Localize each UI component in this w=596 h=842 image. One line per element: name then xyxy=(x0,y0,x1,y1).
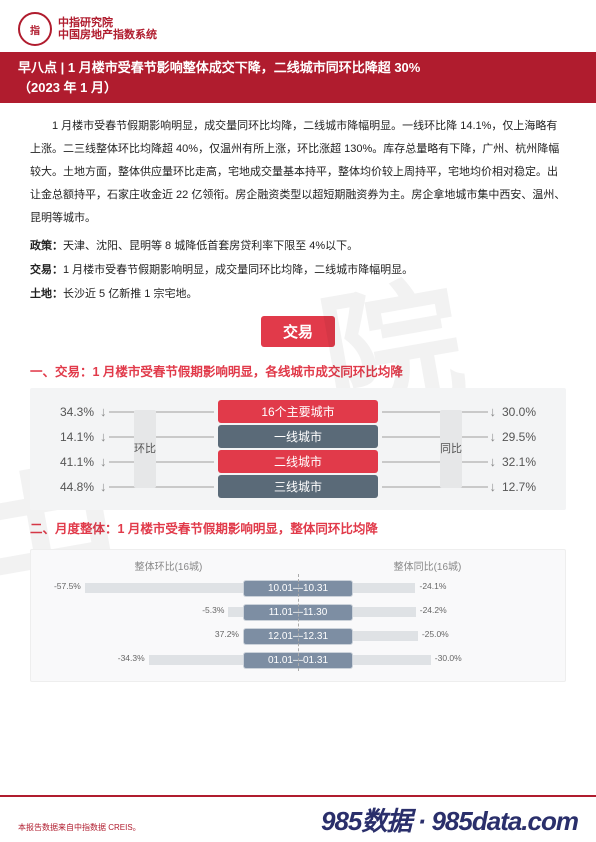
bullet-policy-text: 天津、沈阳、昆明等 8 城降低首套房贷利率下限至 4%以下。 xyxy=(63,240,358,252)
ig2-right-cell: -25.0% xyxy=(353,629,557,643)
ig1-row: 14.1%↓一线城市↓29.5% xyxy=(38,425,558,448)
bullet-trade-text: 1 月楼市受春节假期影响明显，成交量同环比均降，二线城市降幅明显。 xyxy=(63,264,413,276)
bullet-land-label: 土地： xyxy=(30,288,63,300)
ig1-row: 41.1%↓二线城市↓32.1% xyxy=(38,450,558,473)
ig2-left-header: 整体环比(16城) xyxy=(39,558,298,573)
bullet-policy: 政策：天津、沈阳、昆明等 8 城降低首套房贷利率下限至 4%以下。 xyxy=(0,234,596,258)
ig1-left-axis-label: 环比 xyxy=(134,410,156,488)
infographic-city-tiers: 34.3%↓16个主要城市↓30.0%14.1%↓一线城市↓29.5%41.1%… xyxy=(30,388,566,510)
bullet-trade: 交易：1 月楼市受春节假期影响明显，成交量同环比均降，二线城市降幅明显。 xyxy=(0,258,596,282)
ig2-left-label: -57.5% xyxy=(54,581,81,591)
ig1-left-pct: 14.1% xyxy=(38,430,98,444)
city-tier-pill: 16个主要城市 xyxy=(218,400,378,423)
connector-line xyxy=(382,486,488,488)
infographic-monthly: 整体环比(16城) 整体同比(16城) -57.5%10.01—10.31-24… xyxy=(30,549,566,682)
footer-watermark-brand: 985数据 · 985data.com xyxy=(321,801,578,838)
ig2-left-label: -34.3% xyxy=(118,653,145,663)
down-arrow-icon: ↓ xyxy=(98,454,109,469)
city-tier-pill: 三线城市 xyxy=(218,475,378,498)
ig1-right-pct: 32.1% xyxy=(498,455,558,469)
ig2-right-label: -24.2% xyxy=(420,605,447,615)
ig2-left-cell: 37.2% xyxy=(39,629,243,643)
bullet-land-text: 长沙近 5 亿新推 1 宗宅地。 xyxy=(63,288,197,300)
chart-center-divider xyxy=(298,574,299,671)
ig2-right-label: -24.1% xyxy=(419,581,446,591)
down-arrow-icon: ↓ xyxy=(488,404,499,419)
connector-line xyxy=(109,486,215,488)
ig1-right-pct: 29.5% xyxy=(498,430,558,444)
ig2-left-bar xyxy=(149,655,243,665)
footer-source: 本报告数据来自中指数据 CREIS。 xyxy=(18,822,141,833)
bullet-trade-label: 交易： xyxy=(30,264,63,276)
title-bar: 早八点 | 1 月楼市受春节影响整体成交下降，二线城市同环比降超 30% （20… xyxy=(0,52,596,103)
section2-heading: 二、月度整体：1 月楼市受春节假期影响明显，整体同环比均降 xyxy=(0,510,596,545)
connector-line xyxy=(109,411,215,413)
section1-heading: 一、交易：1 月楼市受春节假期影响明显，各线城市成交同环比均降 xyxy=(0,353,596,388)
ig2-right-header: 整体同比(16城) xyxy=(298,558,557,573)
ig2-right-label: -30.0% xyxy=(435,653,462,663)
city-tier-pill: 一线城市 xyxy=(218,425,378,448)
ig1-right-pct: 30.0% xyxy=(498,405,558,419)
ig2-right-cell: -24.1% xyxy=(353,581,557,595)
ig1-left-pct: 41.1% xyxy=(38,455,98,469)
ig2-left-label: 37.2% xyxy=(215,629,239,639)
title-line2: （2023 年 1 月） xyxy=(18,78,578,98)
connector-line xyxy=(382,436,488,438)
ig2-right-bar xyxy=(353,631,418,641)
down-arrow-icon: ↓ xyxy=(488,479,499,494)
down-arrow-icon: ↓ xyxy=(98,429,109,444)
city-tier-pill: 二线城市 xyxy=(218,450,378,473)
down-arrow-icon: ↓ xyxy=(488,429,499,444)
ig1-left-pct: 34.3% xyxy=(38,405,98,419)
ig1-right-pct: 12.7% xyxy=(498,480,558,494)
ig2-right-cell: -24.2% xyxy=(353,605,557,619)
ig2-left-bar xyxy=(85,583,243,593)
down-arrow-icon: ↓ xyxy=(488,454,499,469)
connector-line xyxy=(382,411,488,413)
ig2-right-cell: -30.0% xyxy=(353,653,557,667)
title-line1: 早八点 | 1 月楼市受春节影响整体成交下降，二线城市同环比降超 30% xyxy=(18,58,578,78)
bullet-policy-label: 政策： xyxy=(30,240,63,252)
ig1-right-axis-label: 同比 xyxy=(440,410,462,488)
ig2-left-label: -5.3% xyxy=(202,605,224,615)
ig2-right-bar xyxy=(353,607,416,617)
down-arrow-icon: ↓ xyxy=(98,404,109,419)
section-badge: 交易 xyxy=(261,316,335,347)
header-logo: 指 中指研究院 中国房地产指数系统 xyxy=(0,0,596,52)
logo-line2: 中国房地产指数系统 xyxy=(58,29,157,41)
bullet-land: 土地：长沙近 5 亿新推 1 宗宅地。 xyxy=(0,282,596,306)
logo-line1: 中指研究院 xyxy=(58,17,157,29)
ig2-right-label: -25.0% xyxy=(422,629,449,639)
page-footer: 本报告数据来自中指数据 CREIS。 985数据 · 985data.com xyxy=(0,795,596,842)
connector-line xyxy=(109,461,215,463)
ig2-right-bar xyxy=(353,583,415,593)
ig1-left-pct: 44.8% xyxy=(38,480,98,494)
down-arrow-icon: ↓ xyxy=(98,479,109,494)
main-paragraph: 1 月楼市受春节假期影响明显，成交量同环比均降，二线城市降幅明显。一线环比降 1… xyxy=(0,103,596,234)
ig2-left-cell: -57.5% xyxy=(39,581,243,595)
ig2-left-cell: -5.3% xyxy=(39,605,243,619)
ig2-left-cell: -34.3% xyxy=(39,653,243,667)
ig1-row: 34.3%↓16个主要城市↓30.0% xyxy=(38,400,558,423)
ig1-row: 44.8%↓三线城市↓12.7% xyxy=(38,475,558,498)
connector-line xyxy=(109,436,215,438)
connector-line xyxy=(382,461,488,463)
logo-icon: 指 xyxy=(18,12,52,46)
ig2-left-bar xyxy=(228,607,243,617)
ig2-right-bar xyxy=(353,655,431,665)
